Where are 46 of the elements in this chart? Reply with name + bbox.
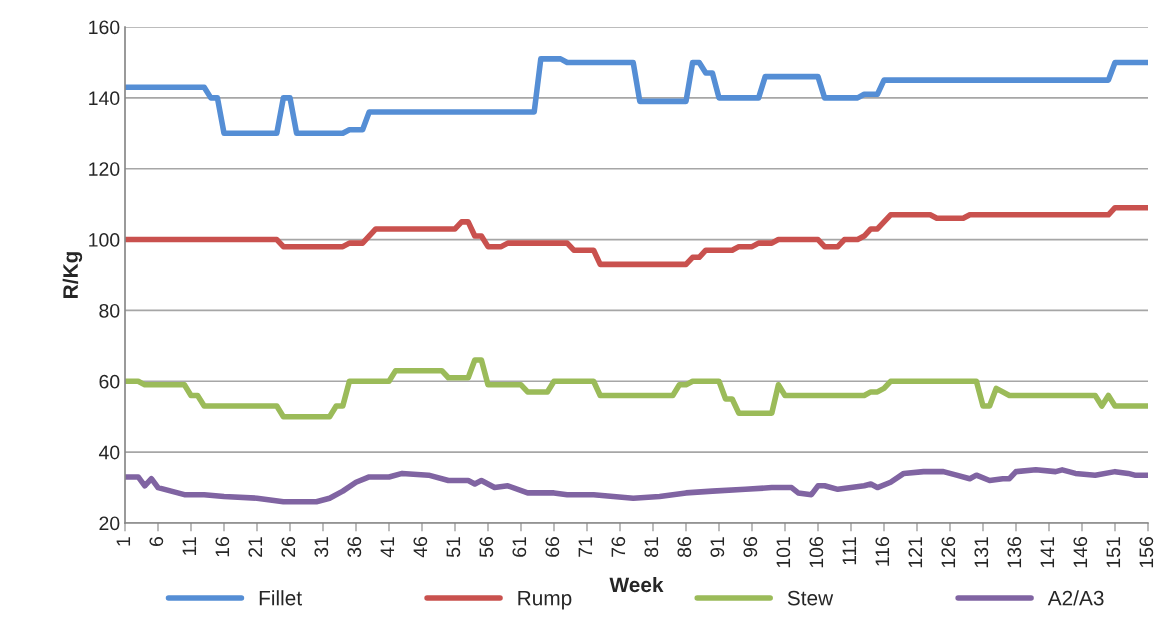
y-tick-label: 40	[98, 445, 120, 460]
x-tick-label: 66	[545, 537, 560, 557]
y-axis-title: R/Kg	[62, 252, 83, 298]
legend-label: Fillet	[259, 590, 302, 606]
x-tick-label: 151	[1106, 537, 1121, 568]
x-tick-label: 51	[446, 537, 461, 558]
x-tick-label: 116	[875, 537, 890, 566]
y-tick-label: 120	[89, 162, 120, 176]
x-tick-label: 86	[677, 537, 692, 557]
x-tick-label: 31	[314, 537, 329, 558]
x-tick-label: 1	[116, 537, 131, 546]
x-tick-label: 36	[347, 537, 362, 558]
x-tick-label: 96	[743, 537, 758, 557]
x-tick-label: 106	[809, 537, 824, 568]
legend-label: Rump	[518, 590, 572, 610]
x-tick-label: 56	[479, 537, 494, 558]
x-tick-label: 26	[281, 537, 296, 557]
x-tick-label: 81	[644, 537, 659, 557]
x-tick-label: 156	[1139, 537, 1154, 568]
x-axis-title: Week	[609, 576, 664, 593]
x-tick-label: 136	[1007, 537, 1022, 568]
y-tick-label: 160	[89, 20, 120, 35]
x-tick-label: 146	[1073, 537, 1088, 568]
x-tick-label: 16	[215, 537, 230, 557]
y-tick-label: 80	[99, 303, 120, 318]
x-tick-label: 41	[380, 537, 395, 558]
legend-label: Stew	[787, 590, 834, 606]
y-tick-label: 140	[89, 91, 120, 106]
x-tick-label: 61	[512, 537, 527, 557]
x-tick-label: 21	[248, 537, 263, 557]
x-tick-label: 91	[710, 537, 725, 557]
x-tick-label: 126	[941, 537, 956, 568]
y-tick-label: 20	[99, 516, 120, 531]
x-tick-label: 101	[776, 537, 791, 568]
x-tick-label: 141	[1040, 537, 1055, 568]
x-tick-label: 131	[974, 537, 989, 568]
y-tick-label: 100	[89, 233, 120, 247]
y-tick-label: 60	[99, 374, 120, 389]
x-tick-label: 71	[578, 537, 593, 557]
legend-label: A2/A3	[1047, 590, 1104, 606]
x-tick-label: 6	[149, 537, 164, 547]
x-tick-label: 76	[611, 537, 626, 557]
x-tick-label: 121	[908, 537, 923, 568]
x-tick-label: 46	[413, 537, 428, 558]
x-tick-label: 111	[842, 537, 857, 565]
x-tick-label: 11	[182, 537, 197, 555]
